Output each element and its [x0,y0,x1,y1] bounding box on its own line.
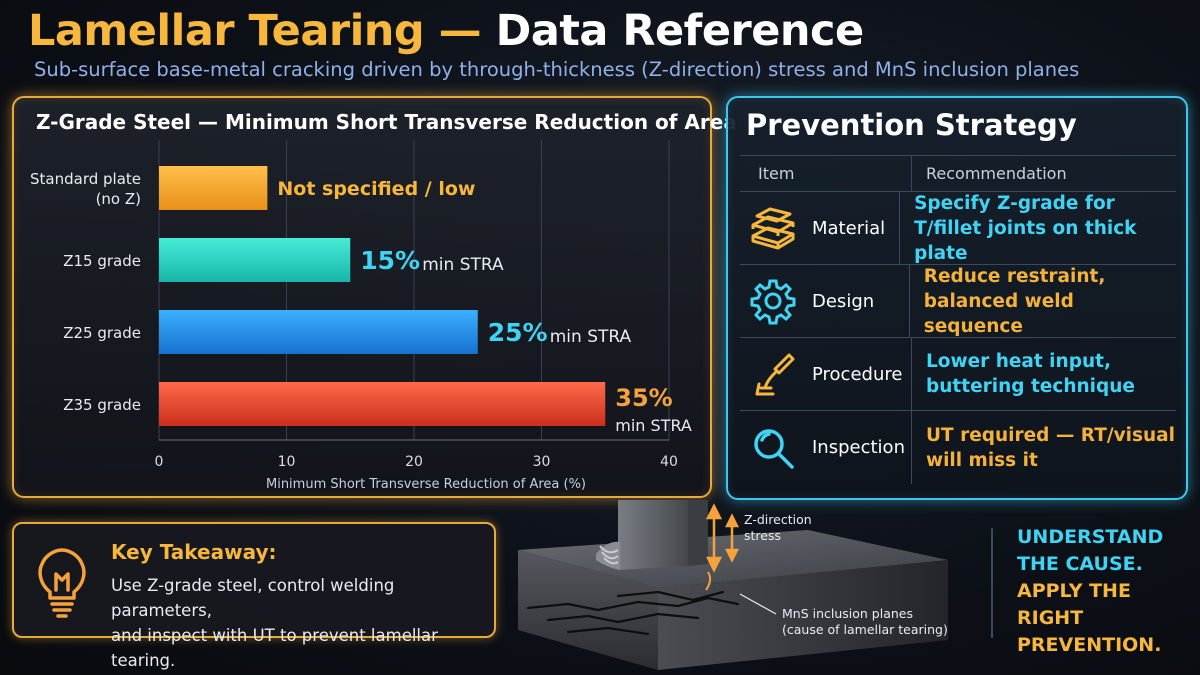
title-part2: Data Reference [495,6,865,56]
col-recommendation-header: Recommendation [926,164,1067,183]
cta-line-4: PREVENTION. [1017,634,1162,656]
rec-line-1: UT required — RT/visual [926,424,1176,446]
z-label-line-1: Z-direction [744,512,812,527]
rec-line-2: T/fillet joints on thick plate [914,217,1137,264]
category-label-line2: (no Z) [96,190,141,208]
data-label: 35% [615,384,672,412]
row-recommendation: Lower heat input, buttering technique [912,349,1135,399]
vertical-divider [991,528,993,638]
x-tick-label: 40 [660,454,678,470]
chart-title: Z-Grade Steel — Minimum Short Transverse… [36,110,737,134]
prevention-title: Prevention Strategy [746,108,1077,142]
table-row-material: Material Specify Z-grade for T/fillet jo… [740,192,1176,265]
data-label: 25% [488,318,548,347]
prevention-panel: Prevention Strategy Item Recommendation [726,96,1188,500]
title-part1: Lamellar Tearing [28,6,425,56]
rec-line-2: buttering technique [926,376,1135,397]
cta-line-3: APPLY THE RIGHT [1017,580,1131,629]
row-recommendation: Specify Z-grade for T/fillet joints on t… [900,191,1176,266]
category-label: Z25 grade [63,324,141,342]
page-title: Lamellar Tearing — Data Reference [28,6,864,56]
key-takeaway-box: Key Takeaway: Use Z-grade steel, control… [12,522,496,670]
chart-panel: Z-Grade Steel — Minimum Short Transverse… [12,96,737,498]
rec-line-2: balanced weld sequence [923,290,1074,337]
gear-icon [746,277,800,325]
bar-2 [159,310,478,354]
category-label: Z15 grade [63,252,141,270]
prevention-table-header: Item Recommendation [740,156,1176,192]
x-tick-label: 20 [405,454,423,470]
row-item-label: Design [812,290,875,312]
row-item-label: Procedure [812,363,903,385]
rec-line-1: Lower heat input, [926,351,1111,372]
data-label: 15% [360,246,420,275]
bar-chart: 0 10 20 30 40 Minimum Short Transverse Reduct… [30,140,692,492]
category-label: Z35 grade [63,396,141,414]
rec-line-2: will miss it [926,449,1038,471]
rec-line-1: Reduce restraint, [923,265,1106,287]
table-row-design: Design Reduce restraint, balanced weld s… [740,265,1176,338]
x-tick-label: 30 [533,454,551,470]
title-dash: — [424,6,496,56]
takeaway-line-1: Use Z-grade steel, control welding param… [111,576,395,620]
z-label-line-2: stress [744,528,781,543]
mns-label-line-2: (cause of lamellar tearing) [782,622,948,637]
takeaway-text: Use Z-grade steel, control welding param… [111,573,491,673]
plates-stack-icon [746,204,800,252]
row-item-label: Material [812,217,886,239]
category-label: Standard plate [30,170,141,188]
bar-1 [159,238,351,282]
data-unit-label: min STRA [615,416,692,435]
cta-line-1: UNDERSTAND [1017,526,1164,548]
prevention-table: Item Recommendation Materia [740,155,1176,484]
bar-3 [159,382,606,426]
z-direction-label: Z-direction stress [744,512,812,544]
magnifier-icon [746,424,800,472]
table-row-procedure: Procedure Lower heat input, buttering te… [740,338,1176,411]
x-tick-label: 10 [278,454,296,470]
mns-label-line-1: MnS inclusion planes [782,606,913,621]
welding-torch-icon [746,350,800,398]
col-item-header: Item [740,156,912,191]
data-unit-label: min STRA [422,255,504,275]
x-axis-title: Minimum Short Transverse Reduction of Ar… [266,477,586,492]
takeaway-title: Key Takeaway: [111,540,277,564]
cta-line-2: THE CAUSE. [1017,553,1143,575]
call-to-action: UNDERSTAND THE CAUSE. APPLY THE RIGHT PR… [1017,524,1200,659]
takeaway-line-2: and inspect with UT to prevent lamellar … [111,626,438,670]
page-subtitle: Sub-surface base-metal cracking driven b… [34,58,1080,81]
row-recommendation: UT required — RT/visual will miss it [912,423,1175,473]
x-tick-label: 0 [155,454,164,470]
data-unit-label: min STRA [550,327,632,347]
rec-line-1: Specify Z-grade for [914,192,1115,214]
table-row-inspection: Inspection UT required — RT/visual will … [740,411,1176,484]
row-recommendation: Reduce restraint, balanced weld sequence [910,264,1176,339]
bar-0 [159,166,268,210]
weld-joint-illustration [518,500,948,670]
row-item-label: Inspection [812,437,905,458]
lightbulb-icon [32,542,92,622]
mns-inclusion-label: MnS inclusion planes (cause of lamellar … [782,606,948,638]
data-label: Not specified / low [277,178,475,200]
